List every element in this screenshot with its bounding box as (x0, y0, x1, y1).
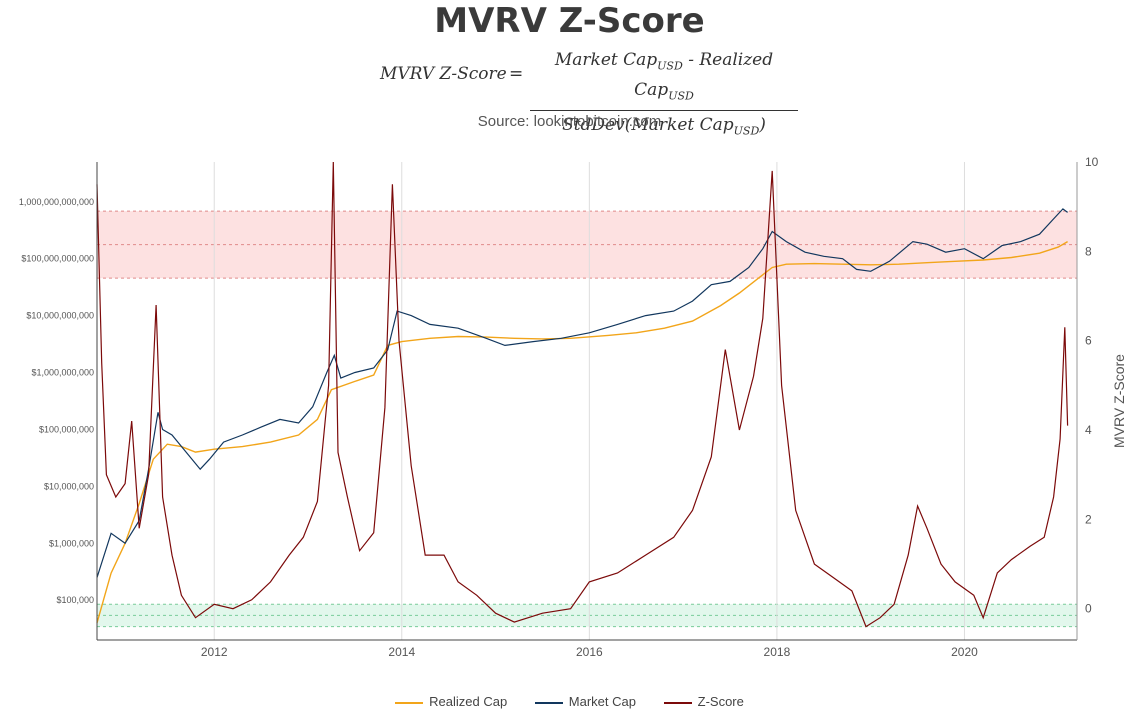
green-band (97, 604, 1077, 627)
y-left-tick-label: $1,000,000 (49, 538, 94, 548)
source-text: Source: lookintobitcoin.com (477, 113, 662, 130)
z-score-line (96, 161, 1069, 628)
x-tick-label: 2020 (951, 645, 978, 659)
y-right-tick-label: 2 (1085, 512, 1092, 526)
legend-item-realized-cap[interactable]: Realized Cap (395, 694, 507, 709)
legend-swatch-market-cap (534, 701, 563, 704)
legend-label-realized-cap: Realized Cap (429, 694, 508, 709)
y-left-tick-label: 1,000,000,000,000 (19, 197, 94, 207)
y-left-tick-label: $10,000,000,000 (26, 311, 94, 321)
formula-fraction: Market CapUSD - Realized CapUSD StdDev(M… (530, 48, 798, 143)
y-right-tick-label: 0 (1085, 602, 1092, 616)
y-right-tick-label: 10 (1085, 155, 1099, 169)
y-right-axis-title: MVRV Z-Score (1111, 354, 1127, 448)
legend-swatch-realized-cap (395, 701, 424, 704)
legend-item-market-cap[interactable]: Market Cap (534, 694, 636, 709)
formula-equals: = (509, 64, 524, 84)
legend-swatch-z-score (663, 701, 692, 704)
y-right-tick-label: 8 (1085, 244, 1092, 258)
x-tick-label: 2018 (764, 645, 791, 659)
y-left-tick-label: $100,000,000,000 (21, 254, 94, 264)
x-tick-label: 2014 (388, 645, 415, 659)
y-left-tick-label: $100,000,000 (39, 424, 94, 434)
formula: MVRV Z-Score = Market CapUSD - Realized … (0, 48, 1139, 137)
legend-item-z-score[interactable]: Z-Score (663, 694, 744, 709)
y-left-tick-label: $1,000,000,000 (31, 368, 94, 378)
realized-cap-line (96, 240, 1068, 624)
y-right-tick-label: 4 (1085, 423, 1092, 437)
y-right-tick-label: 6 (1085, 334, 1092, 348)
formula-lhs: MVRV Z-Score (380, 64, 507, 84)
legend-label-z-score: Z-Score (697, 694, 744, 709)
market-cap-line (96, 208, 1068, 578)
chart-title: MVRV Z-Score (434, 1, 705, 41)
red-band (97, 211, 1077, 279)
x-tick-label: 2016 (576, 645, 603, 659)
y-left-tick-label: $100,000 (56, 595, 94, 605)
legend-label-market-cap: Market Cap (568, 694, 636, 709)
formula-numerator: Market CapUSD - Realized CapUSD (554, 50, 774, 103)
formula-denominator: StdDev(Market CapUSD) (562, 114, 766, 138)
x-tick-label: 2012 (201, 645, 228, 659)
mvrv-chart: 2012 2014 2016 2018 2020 1,000,000,000,000 $10… (19, 155, 1127, 659)
legend: Realized Cap Market Cap Z-Score (0, 694, 1139, 709)
y-left-tick-label: $10,000,000 (44, 481, 94, 491)
formula-fraction-bar (530, 109, 798, 111)
